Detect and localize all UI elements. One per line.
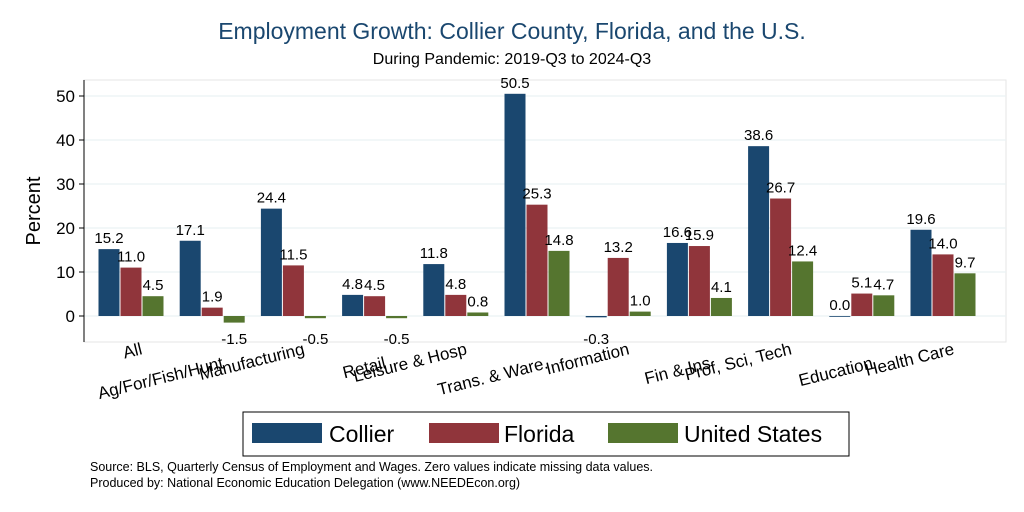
data-label: 11.0 xyxy=(117,249,145,266)
data-label: 5.1 xyxy=(851,275,872,292)
bar xyxy=(792,261,814,316)
bar xyxy=(120,267,142,316)
y-tick-label: 40 xyxy=(56,131,75,150)
bar xyxy=(342,294,364,316)
data-label: 4.8 xyxy=(445,276,466,293)
data-label: 4.1 xyxy=(711,279,732,296)
data-label: 50.5 xyxy=(500,75,529,92)
data-label: 1.9 xyxy=(202,289,223,306)
bar xyxy=(548,250,570,316)
bar xyxy=(910,229,932,316)
y-tick-label: 10 xyxy=(56,263,75,282)
bars xyxy=(98,93,976,323)
bar xyxy=(445,294,467,316)
source-note: Source: BLS, Quarterly Census of Employm… xyxy=(90,460,654,474)
data-label: 19.6 xyxy=(906,211,935,228)
data-label: 13.2 xyxy=(604,239,633,256)
y-axis: 0 10 20 30 40 50 xyxy=(56,80,85,342)
legend-label: Collier xyxy=(329,421,395,447)
bar xyxy=(748,146,770,316)
data-label: 12.4 xyxy=(788,242,817,259)
bar xyxy=(364,296,386,316)
bar xyxy=(629,311,651,316)
bar xyxy=(98,249,120,316)
data-label: 4.8 xyxy=(342,276,363,293)
data-label: -1.5 xyxy=(221,331,247,348)
bar xyxy=(585,316,607,318)
data-label: -0.3 xyxy=(583,331,609,348)
data-labels: 15.211.04.517.11.9-1.524.411.5-0.54.8 4.5… xyxy=(94,75,975,348)
bar xyxy=(179,240,201,316)
bar xyxy=(467,312,489,316)
y-tick-label: 0 xyxy=(66,307,75,326)
legend-swatch xyxy=(429,423,499,443)
bar xyxy=(142,296,164,316)
chart-subtitle: During Pandemic: 2019-Q3 to 2024-Q3 xyxy=(372,51,652,68)
legend-swatch xyxy=(252,423,322,443)
category-label: All xyxy=(121,339,144,362)
bar xyxy=(201,307,223,316)
produced-note: Produced by: National Economic Education… xyxy=(90,476,521,490)
category-label: Education xyxy=(797,353,875,390)
data-label: 9.7 xyxy=(955,254,976,271)
category-label: Manufacturing xyxy=(197,339,306,383)
bar xyxy=(873,295,895,316)
bar xyxy=(770,198,792,316)
legend-label: United States xyxy=(684,421,822,447)
data-label: 14.8 xyxy=(544,232,573,249)
data-label: 4.5 xyxy=(143,277,164,294)
bar xyxy=(304,316,326,319)
data-label: 14.0 xyxy=(928,235,957,252)
data-label: 26.7 xyxy=(766,180,795,197)
bar xyxy=(282,265,304,316)
category-label: Prof, Sci, Tech xyxy=(683,339,794,384)
bar xyxy=(504,93,526,316)
y-tick-label: 30 xyxy=(56,175,75,194)
bar xyxy=(223,316,245,323)
legend-swatch xyxy=(608,423,678,443)
y-axis-label: Percent xyxy=(23,176,45,245)
category-label: Health Care xyxy=(863,339,956,379)
data-label: 15.9 xyxy=(685,227,714,244)
data-label: 24.4 xyxy=(257,190,286,207)
data-label: 17.1 xyxy=(176,222,205,239)
bar xyxy=(526,204,548,316)
legend-box xyxy=(242,411,850,457)
data-label: -0.5 xyxy=(384,331,410,348)
data-label: 4.5 xyxy=(364,277,385,294)
data-label: 1.0 xyxy=(630,293,651,310)
data-label: 4.7 xyxy=(873,276,894,293)
data-label: -0.5 xyxy=(302,331,328,348)
bar xyxy=(666,242,688,316)
bar xyxy=(688,246,710,316)
data-label: 16.6 xyxy=(663,224,692,241)
data-label: 0.0 xyxy=(829,297,850,314)
bar xyxy=(954,273,976,316)
legend-label: Florida xyxy=(504,421,575,447)
bar xyxy=(607,257,629,316)
data-label: 11.8 xyxy=(420,245,448,262)
data-label: 38.6 xyxy=(744,127,773,144)
bar xyxy=(851,293,873,316)
data-label: 15.2 xyxy=(94,230,123,247)
bar xyxy=(932,254,954,316)
legend: Collier Florida United States xyxy=(242,411,850,457)
bar xyxy=(423,264,445,316)
data-label: 0.8 xyxy=(467,293,488,310)
y-tick-label: 20 xyxy=(56,219,75,238)
data-label: 25.3 xyxy=(522,186,551,203)
bar xyxy=(386,316,408,319)
y-tick-label: 50 xyxy=(56,87,75,106)
bar xyxy=(260,208,282,316)
bar xyxy=(710,297,732,316)
chart-title: Employment Growth: Collier County, Flori… xyxy=(218,18,806,44)
bar xyxy=(829,316,851,317)
data-label: 11.5 xyxy=(279,246,307,263)
